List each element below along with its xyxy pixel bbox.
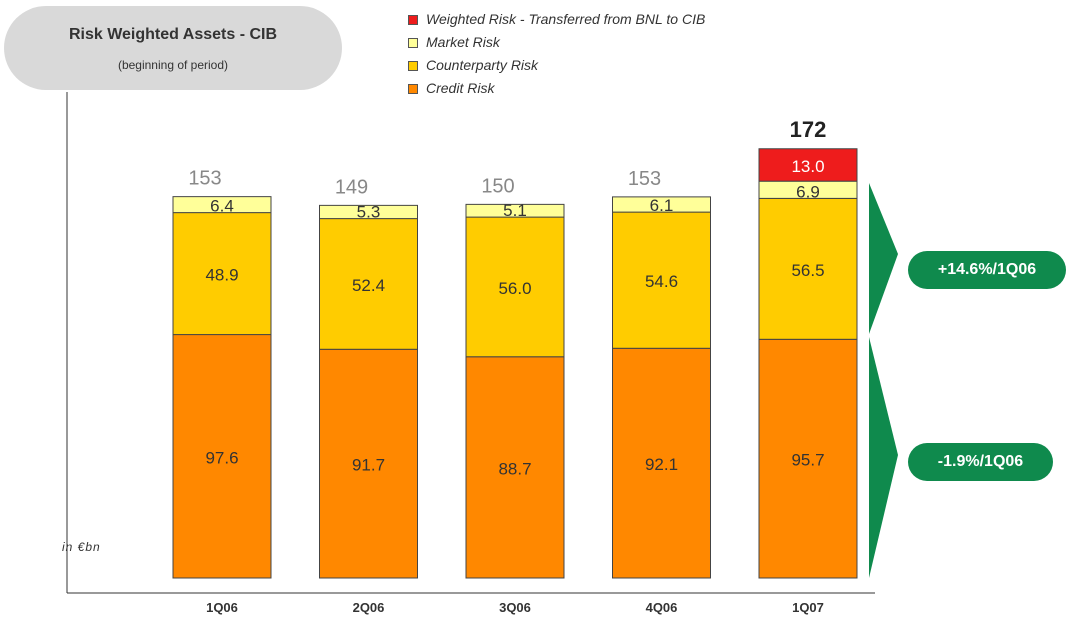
bar-market-risk-1q06: [172, 196, 272, 214]
data-label-1q06-1: 48.9: [205, 266, 238, 285]
data-label-3q06-0: 88.7: [498, 459, 531, 478]
bar-market-risk-2q06: [319, 204, 418, 220]
legend-swatch-counterparty-risk: [408, 61, 418, 71]
legend-swatch-credit-risk: [408, 84, 418, 94]
data-label-1q07-2: 6.9: [796, 182, 820, 201]
unit-label: in €bn: [62, 540, 101, 554]
bar-market-risk-4q06: [612, 196, 711, 213]
data-label-1q07-3: 13.0: [791, 157, 824, 176]
bar-counterparty-risk-2q06: [319, 218, 418, 350]
data-label-4q06-1: 54.6: [645, 272, 678, 291]
legend-label-transferred: Weighted Risk - Transferred from BNL to …: [426, 11, 706, 27]
x-tick-label-1q07: 1Q07: [792, 600, 824, 615]
label-group: 97.6 48.9 6.4 153 1Q06 91.7 52.4 5.3 149 2Q06 88.7…: [188, 117, 826, 615]
total-label-1q07: 172: [790, 117, 827, 142]
bar-counterparty-risk-4q06: [612, 211, 711, 349]
upper-arrow-icon: [869, 183, 898, 334]
chart-axes: [66, 92, 875, 594]
data-label-4q06-2: 6.1: [650, 196, 674, 215]
x-tick-label-4q06: 4Q06: [646, 600, 678, 615]
bar-credit-risk-2q06: [319, 348, 418, 579]
growth-arrows: [869, 183, 898, 578]
x-tick-label-1q06: 1Q06: [206, 600, 238, 615]
chart-title: Risk Weighted Assets - CIB: [68, 26, 278, 43]
legend-label-credit-risk: Credit Risk: [426, 80, 495, 96]
total-label-3q06: 150: [481, 175, 514, 197]
data-label-1q07-1: 56.5: [791, 261, 824, 280]
bar-counterparty-risk-1q06: [172, 212, 272, 336]
data-label-2q06-0: 91.7: [352, 456, 385, 475]
bar-credit-risk-4q06: [612, 347, 711, 579]
data-label-1q06-0: 97.6: [205, 448, 238, 467]
bar-market-risk-3q06: [465, 203, 565, 218]
bar-credit-risk-1q07: [758, 338, 858, 579]
bar-credit-risk-3q06: [465, 356, 565, 579]
legend-swatch-market-risk: [408, 38, 418, 48]
data-label-3q06-1: 56.0: [498, 279, 531, 298]
bar-group: [172, 148, 858, 579]
bar-credit-risk-1q06: [172, 334, 272, 579]
data-label-3q06-2: 5.1: [503, 201, 527, 220]
legend-swatch-transferred: [408, 15, 418, 25]
total-label-4q06: 153: [628, 168, 661, 190]
data-label-1q06-2: 6.4: [210, 197, 234, 216]
bar-counterparty-risk-3q06: [465, 216, 565, 358]
x-tick-label-2q06: 2Q06: [353, 600, 385, 615]
data-label-2q06-1: 52.4: [352, 276, 385, 295]
total-label-1q06: 153: [188, 168, 221, 190]
bar-weighted-risk-transferred-from-bnl-to-cib-1q07: [758, 148, 858, 182]
total-label-2q06: 149: [335, 176, 368, 198]
data-label-4q06-0: 92.1: [645, 455, 678, 474]
data-label-2q06-2: 5.3: [357, 203, 381, 222]
legend-label-counterparty-risk: Counterparty Risk: [426, 57, 539, 73]
lower-arrow-icon: [869, 337, 898, 578]
legend-label-market-risk: Market Risk: [426, 34, 500, 50]
data-label-1q07-0: 95.7: [791, 451, 824, 470]
chart-subtitle: (beginning of period): [117, 58, 229, 72]
chart-title-box: Risk Weighted Assets - CIB (beginning of…: [4, 6, 342, 90]
bar-counterparty-risk-1q07: [758, 197, 858, 340]
growth-badge-lower: -1.9%/1Q06: [908, 443, 1053, 481]
growth-badge-upper: +14.6%/1Q06: [908, 251, 1066, 289]
x-tick-label-3q06: 3Q06: [499, 600, 531, 615]
